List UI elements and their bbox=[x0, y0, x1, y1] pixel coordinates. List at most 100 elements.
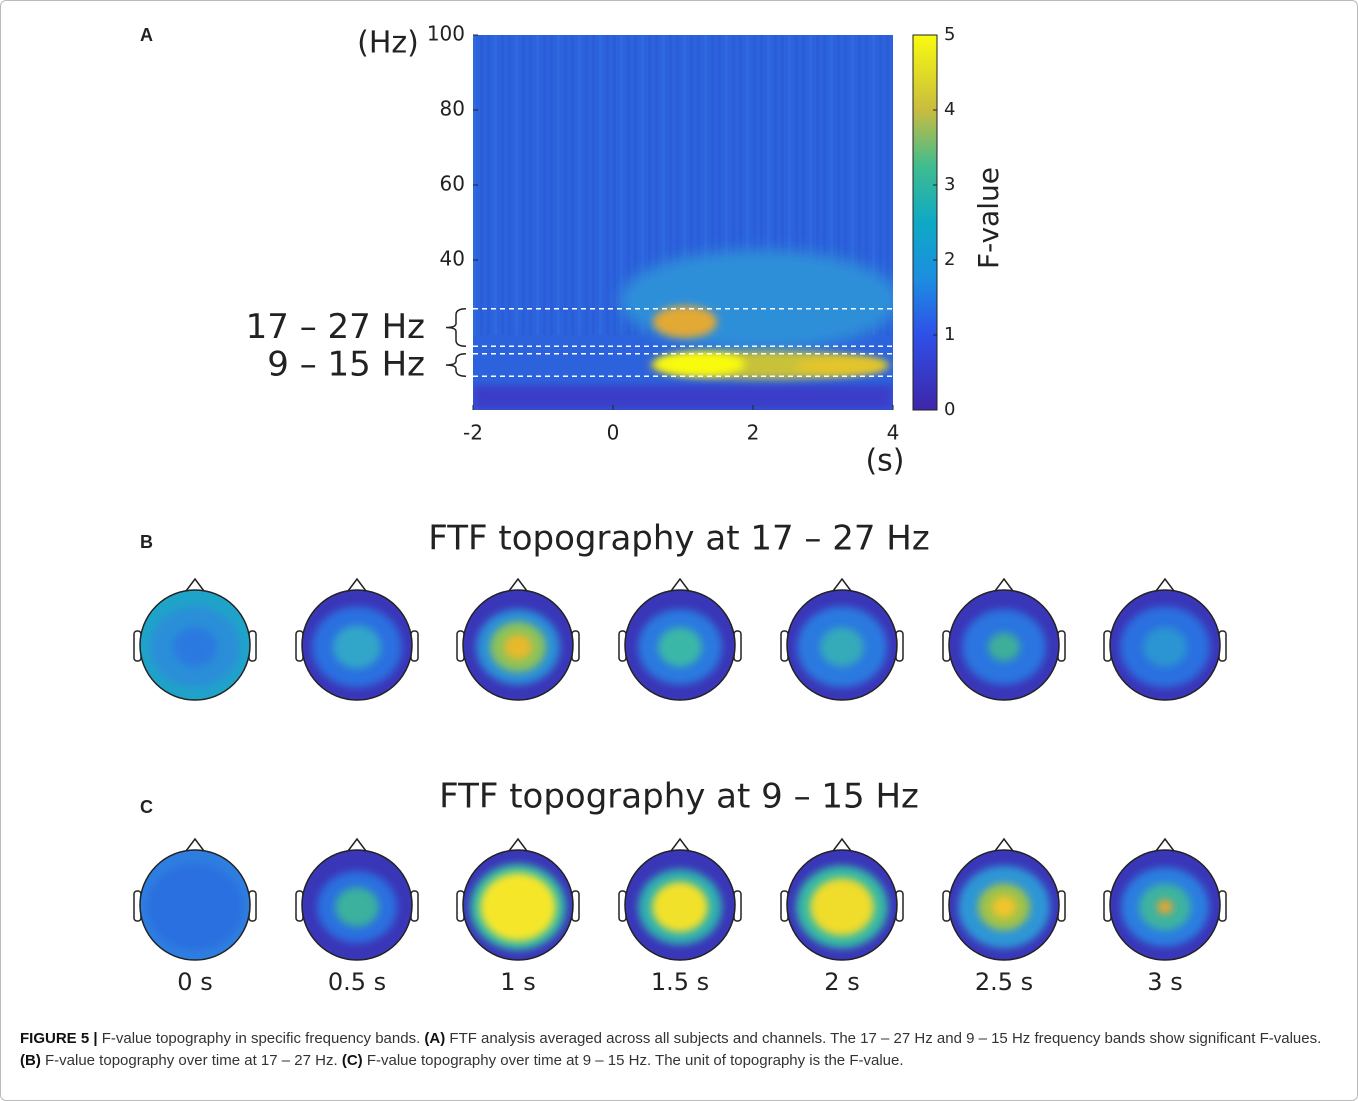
time-label: 1.5 s bbox=[651, 968, 709, 996]
topography-head bbox=[295, 577, 419, 701]
head-nose bbox=[994, 577, 1014, 592]
heatmap-streak bbox=[844, 35, 847, 335]
heatmap-streak bbox=[592, 35, 595, 335]
caption-text: (C) bbox=[341, 1052, 363, 1069]
head-blob bbox=[652, 881, 708, 933]
head-blob bbox=[173, 627, 217, 667]
head-nose bbox=[1155, 837, 1175, 852]
colorbar-tick-label: 2 bbox=[944, 249, 955, 270]
heatmap-streak bbox=[704, 35, 707, 335]
head-nose bbox=[832, 577, 852, 592]
topography-head bbox=[456, 837, 580, 961]
topography-head bbox=[456, 577, 580, 701]
head-blob bbox=[504, 634, 532, 660]
heatmap-streak bbox=[774, 35, 777, 335]
head-blob bbox=[658, 627, 702, 667]
heatmap-streak bbox=[501, 35, 504, 335]
caption-text: F-value topography in specific frequency… bbox=[97, 1030, 425, 1047]
heatmap-streak bbox=[634, 35, 637, 335]
heatmap-streak bbox=[613, 35, 616, 335]
head-nose bbox=[185, 837, 205, 852]
heatmap-streak bbox=[557, 35, 560, 335]
heatmap-streak bbox=[508, 35, 511, 335]
heatmap-streak bbox=[711, 35, 714, 335]
head-nose bbox=[670, 837, 690, 852]
heatmap-streak bbox=[529, 35, 532, 335]
colorbar-tick-label: 3 bbox=[944, 174, 955, 195]
heatmap-streak bbox=[865, 35, 868, 335]
heatmap-streak bbox=[578, 35, 581, 335]
figure: A B C (Hz) (s) F-value FTF topography at… bbox=[133, 22, 1227, 996]
band-label: 9 – 15 Hz bbox=[267, 345, 425, 385]
x-tick-label: 0 bbox=[607, 421, 620, 445]
head-outline bbox=[624, 589, 736, 701]
head-outline bbox=[462, 849, 574, 961]
time-label: 0 s bbox=[177, 968, 212, 996]
heatmap-streak bbox=[620, 35, 623, 335]
heatmap-streak bbox=[753, 35, 756, 335]
heatmap-streak bbox=[802, 35, 805, 335]
colorbar-tick-label: 4 bbox=[944, 99, 955, 120]
heatmap-streak bbox=[858, 35, 861, 335]
heatmap-streak bbox=[851, 35, 854, 335]
heatmap-blob bbox=[655, 352, 745, 376]
heatmap-streak bbox=[697, 35, 700, 335]
heatmap-streak bbox=[788, 35, 791, 335]
head-outline bbox=[786, 849, 898, 961]
heatmap-streak bbox=[795, 35, 798, 335]
time-label: 3 s bbox=[1147, 968, 1182, 996]
time-label: 2 s bbox=[824, 968, 859, 996]
time-label: 1 s bbox=[500, 968, 535, 996]
caption-text: (B) bbox=[20, 1052, 41, 1069]
panel-title: FTF topography at 9 – 15 Hz bbox=[439, 777, 919, 817]
heatmap-streak bbox=[669, 35, 672, 335]
head-outline bbox=[301, 589, 413, 701]
topography-head bbox=[942, 577, 1066, 701]
head-blob bbox=[335, 887, 379, 927]
heatmap-streak bbox=[662, 35, 665, 335]
heatmap-streak bbox=[487, 35, 490, 335]
heatmap-streak bbox=[543, 35, 546, 335]
y-tick-label: 80 bbox=[440, 97, 465, 121]
caption-text: F-value topography over time at 17 – 27 … bbox=[40, 1052, 342, 1069]
heatmap-streak bbox=[494, 35, 497, 335]
x-tick-label: 2 bbox=[747, 421, 760, 445]
head-nose bbox=[185, 577, 205, 592]
caption: FIGURE 5 | F-value topography in specifi… bbox=[20, 1028, 1330, 1072]
topography-head bbox=[780, 837, 904, 961]
heatmap-streak bbox=[872, 35, 875, 335]
topography-head bbox=[133, 577, 257, 701]
heatmap bbox=[473, 35, 893, 410]
heatmap-streak bbox=[739, 35, 742, 335]
heatmap-streak bbox=[550, 35, 553, 335]
heatmap-streak bbox=[571, 35, 574, 335]
time-label: 2.5 s bbox=[975, 968, 1033, 996]
heatmap-streak bbox=[641, 35, 644, 335]
head-blob bbox=[1157, 899, 1173, 915]
head-nose bbox=[1155, 577, 1175, 592]
heatmap-streak bbox=[767, 35, 770, 335]
head-outline bbox=[948, 589, 1060, 701]
x-tick-label: 4 bbox=[887, 421, 900, 445]
heatmap-streak bbox=[655, 35, 658, 335]
heatmap-streak bbox=[823, 35, 826, 335]
colorbar-tick-label: 1 bbox=[944, 324, 955, 345]
heatmap-streak bbox=[816, 35, 819, 335]
head-blob bbox=[147, 863, 243, 951]
caption-text: F-value topography over time at 9 – 15 H… bbox=[362, 1052, 904, 1069]
band-label: 17 – 27 Hz bbox=[246, 307, 425, 347]
colorbar-tick-label: 0 bbox=[944, 399, 955, 420]
y-axis-unit: (Hz) bbox=[357, 26, 419, 61]
y-tick-label: 60 bbox=[440, 172, 465, 196]
panel-label: B bbox=[140, 532, 153, 552]
head-outline bbox=[139, 589, 251, 701]
head-outline bbox=[786, 589, 898, 701]
heatmap-streak bbox=[480, 35, 483, 335]
heatmap-streak bbox=[515, 35, 518, 335]
panel-label: A bbox=[140, 25, 153, 45]
head-nose bbox=[508, 837, 528, 852]
heatmap-blob bbox=[620, 250, 893, 350]
head-nose bbox=[994, 837, 1014, 852]
topography-head bbox=[618, 577, 742, 701]
topography-head bbox=[295, 837, 419, 961]
